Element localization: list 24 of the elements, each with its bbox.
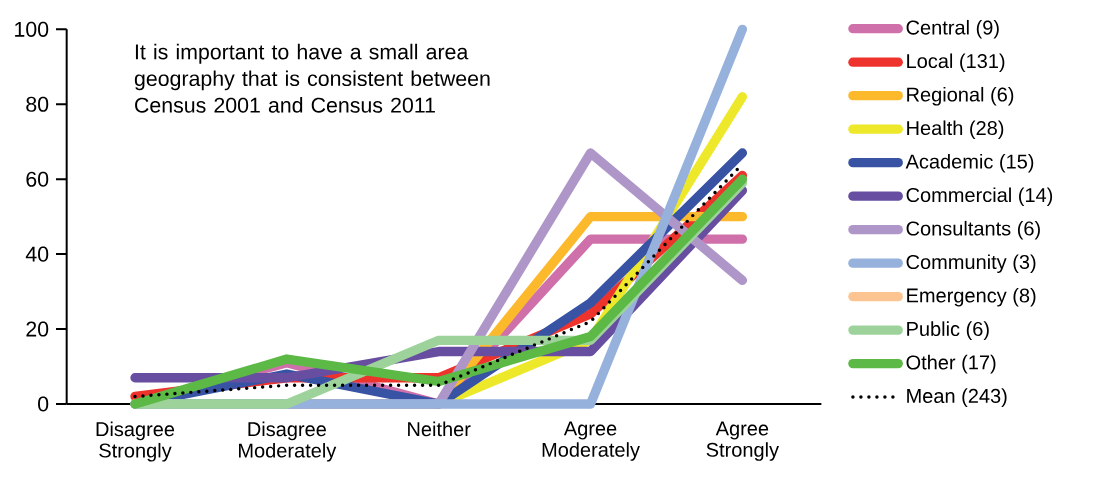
x-tick-label: Agree Strongly <box>706 421 780 461</box>
legend-label: Other (17) <box>906 354 996 374</box>
x-tick-label: Neither <box>408 421 471 437</box>
y-tick-label: 100 <box>15 21 49 37</box>
legend-label: Commercial (14) <box>906 187 1053 207</box>
legend-label: Local (131) <box>907 53 1005 73</box>
y-tick-label: 40 <box>25 246 49 262</box>
y-tick-label: 0 <box>38 396 49 412</box>
x-tick-label: Disagree Strongly <box>96 421 175 462</box>
y-tick-label: 80 <box>26 96 49 112</box>
x-tick-label: Agree Moderately <box>542 421 640 461</box>
y-tick-label: 20 <box>26 321 49 337</box>
legend-label: Consultants (6) <box>906 220 1040 240</box>
legend-label: Regional (6) <box>907 86 1014 106</box>
annotation: It is important to have a small area geography that is consistent between Census 2001 and Census 2011 <box>134 43 490 113</box>
y-tick-label: 60 <box>26 171 49 187</box>
legend-label: Emergency (8) <box>907 287 1036 307</box>
legend-label: Public (6) <box>907 321 989 340</box>
x-tick-label: Disagree Moderately <box>239 421 337 462</box>
legend-label: Central (9) <box>906 19 999 39</box>
legend-label: Community (3) <box>906 254 1036 274</box>
legend-label: Academic (15) <box>905 153 1034 173</box>
legend-label: Mean (243) <box>907 388 1007 407</box>
legend-label: Health (28) <box>907 120 1004 140</box>
